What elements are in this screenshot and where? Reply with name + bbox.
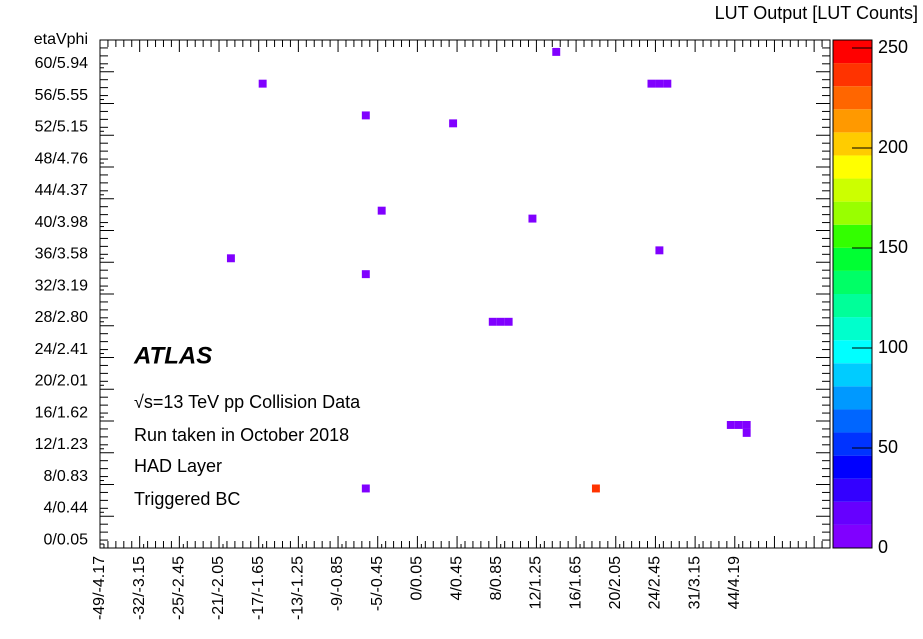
cell: [226, 254, 235, 263]
annotation: HAD Layer: [134, 456, 222, 476]
y-tick-label: 0/0.05: [44, 531, 89, 548]
annotation: √s=13 TeV pp Collision Data: [134, 392, 361, 412]
x-tick-label: 31/3.15: [686, 556, 703, 609]
cell: [258, 79, 267, 88]
y-tick-label: 8/0.83: [44, 468, 89, 485]
color-band: [833, 109, 872, 133]
color-band: [833, 201, 872, 225]
color-band: [833, 501, 872, 525]
cell: [591, 484, 600, 493]
cell: [655, 246, 664, 255]
color-band: [833, 432, 872, 456]
cell: [488, 317, 497, 326]
y-tick-label: 4/0.44: [44, 500, 89, 517]
x-tick-label: -21/-2.05: [210, 556, 227, 620]
color-band: [833, 386, 872, 410]
y-tick-label: 48/4.76: [35, 150, 88, 167]
cell: [552, 47, 561, 56]
color-band: [833, 86, 872, 110]
y-tick-label: 12/1.23: [35, 436, 88, 453]
cell: [742, 421, 751, 429]
z-tick-label: 0: [878, 537, 888, 557]
cell: [504, 317, 513, 326]
cell: [742, 428, 751, 437]
x-tick-label: -13/-1.25: [290, 556, 307, 620]
y-tick-label: 20/2.01: [35, 373, 88, 390]
y-tick-label: 40/3.98: [35, 214, 88, 231]
color-band: [833, 317, 872, 341]
color-band: [833, 247, 872, 271]
z-axis-title: LUT Output [LUT Counts]: [715, 3, 918, 23]
y-tick-label: 24/2.41: [35, 341, 88, 358]
color-band: [833, 455, 872, 479]
x-tick-label: 4/0.45: [448, 556, 465, 601]
x-tick-label: -25/-2.45: [171, 556, 188, 620]
y-tick-label: 44/4.37: [35, 182, 88, 199]
y-axis-title: etaVphi: [34, 31, 88, 48]
y-tick-label: 52/5.15: [35, 119, 88, 136]
z-tick-label: 150: [878, 237, 908, 257]
x-tick-label: 8/0.85: [488, 556, 505, 601]
cell: [734, 421, 743, 429]
cell: [449, 119, 458, 128]
z-tick-label: 50: [878, 437, 898, 457]
color-band: [833, 524, 872, 548]
cell: [361, 111, 370, 120]
cell: [496, 317, 505, 326]
y-tick-label: 28/2.80: [35, 309, 88, 326]
color-band: [833, 270, 872, 294]
x-tick-label: 0/0.05: [409, 556, 426, 601]
x-tick-label: 20/2.05: [607, 556, 624, 609]
z-tick-label: 250: [878, 37, 908, 57]
color-band: [833, 224, 872, 248]
x-tick-label: -5/-0.45: [369, 556, 386, 611]
color-band: [833, 63, 872, 87]
y-tick-label: 56/5.55: [35, 87, 88, 104]
cell: [361, 484, 370, 493]
x-tick-label: -17/-1.65: [250, 556, 267, 620]
color-band: [833, 132, 872, 156]
cell: [647, 79, 656, 88]
cell: [377, 206, 386, 215]
y-tick-label: 36/3.58: [35, 246, 88, 263]
x-tick-label: -9/-0.85: [329, 556, 346, 611]
x-tick-label: -49/-4.17: [91, 556, 108, 620]
cell: [726, 421, 735, 429]
z-tick-label: 200: [878, 137, 908, 157]
x-tick-label: 24/2.45: [647, 556, 664, 609]
x-tick-label: -32/-3.15: [131, 556, 148, 620]
y-tick-label: 60/5.94: [35, 55, 88, 72]
x-tick-label: 12/1.25: [528, 556, 545, 609]
z-tick-label: 100: [878, 337, 908, 357]
color-band: [833, 478, 872, 502]
atlas-label: ATLAS: [133, 342, 212, 369]
y-tick-label: 16/1.62: [35, 404, 88, 421]
x-tick-label: 16/1.65: [567, 556, 584, 609]
cell: [528, 214, 537, 223]
y-tick-label: 32/3.19: [35, 277, 88, 294]
x-tick-label: 44/4.19: [726, 556, 743, 609]
color-band: [833, 178, 872, 202]
color-band: [833, 363, 872, 387]
cell: [361, 270, 370, 279]
color-band: [833, 40, 872, 64]
color-band: [833, 294, 872, 318]
cell: [663, 79, 672, 88]
color-band: [833, 409, 872, 433]
cell: [655, 79, 664, 88]
annotation: Run taken in October 2018: [134, 425, 349, 445]
color-band: [833, 340, 872, 364]
color-band: [833, 155, 872, 179]
annotation: Triggered BC: [134, 489, 240, 509]
